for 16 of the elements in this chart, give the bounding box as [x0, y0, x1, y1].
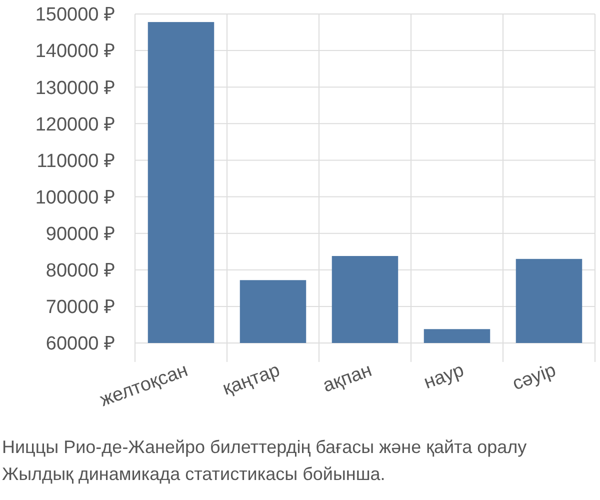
- y-tick-label: 110000 ₽: [36, 150, 115, 172]
- y-tick-label: 150000 ₽: [35, 4, 115, 26]
- x-tick-label: наур: [421, 360, 467, 394]
- text: Ниццы Рио-де-Жанейро билеттердің бағасы және қайта оралу: [2, 437, 527, 457]
- y-tick-label: 60000 ₽: [46, 334, 115, 355]
- y-tick-label: 120000 ₽: [35, 114, 115, 136]
- y-tick-label: 70000 ₽: [46, 297, 115, 318]
- y-tick-label: 100000 ₽: [35, 187, 115, 208]
- x-tick-label: сәуір: [510, 360, 559, 395]
- y-tick-label: 80000 ₽: [46, 260, 115, 282]
- x-tick-label: қаңтар: [220, 360, 283, 400]
- text: Жылдық динамикада статистикасы бойынша.: [2, 464, 386, 484]
- y-tick-label: 90000 ₽: [46, 224, 115, 245]
- x-tick-label: ақпан: [320, 360, 375, 397]
- y-tick-label: 140000 ₽: [35, 41, 115, 62]
- y-tick-label: 130000 ₽: [35, 78, 115, 99]
